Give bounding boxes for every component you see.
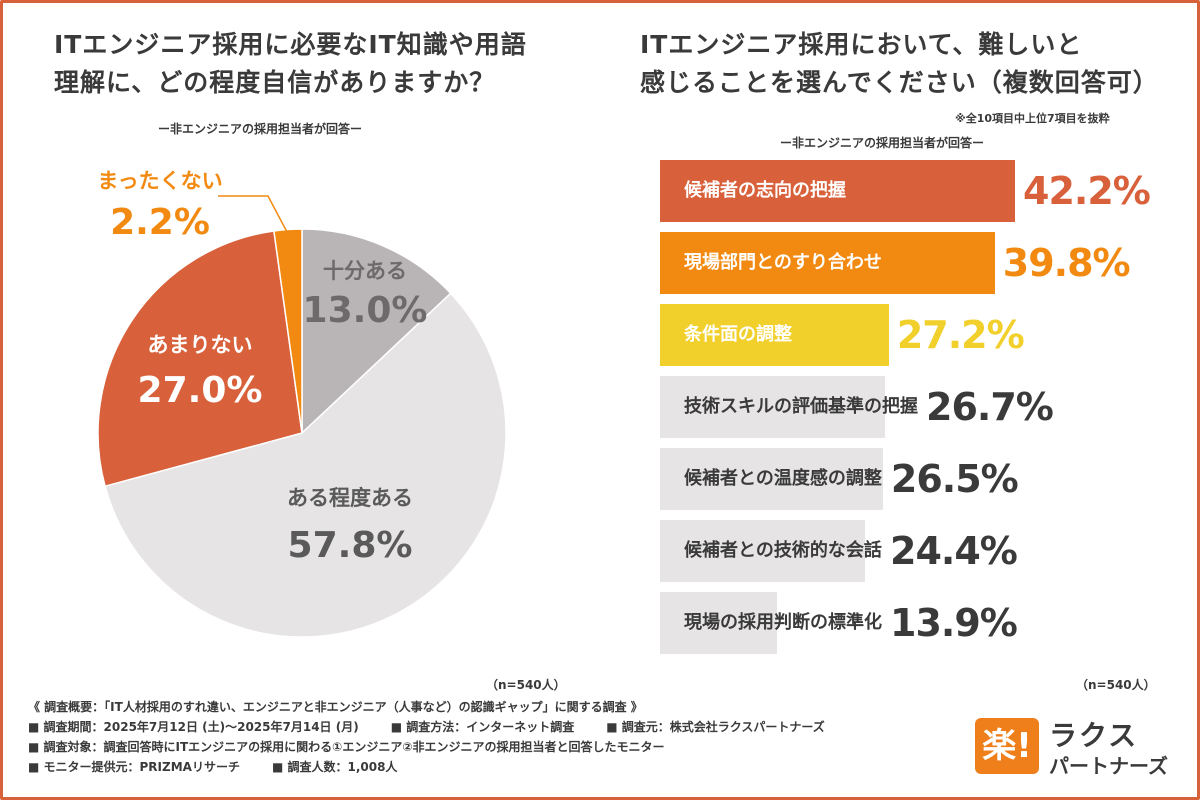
bar-row: 候補者の志向の把握 42.2%	[660, 160, 1180, 222]
bar-label-0: 候補者の志向の把握	[684, 180, 846, 201]
pie-value-1: 57.8%	[288, 525, 413, 566]
bar-1	[660, 232, 995, 294]
bar-value-1: 39.8%	[1002, 241, 1131, 285]
bar-row: 候補者との温度感の調整 26.5%	[660, 448, 1180, 510]
pie-label-3: まったくない	[97, 169, 222, 193]
survey-overview-title: 《 調査概要：「IT人材採用のすれ違い、エンジニアと非エンジニア（人事など）の認…	[28, 700, 643, 714]
bar-5	[660, 520, 866, 582]
bar-row: 条件面の調整 27.2%	[660, 304, 1180, 366]
rakus-partners-logo: 楽! ラクス パートナーズ	[975, 716, 1185, 780]
survey-period: ■ 調査期間：2025年7月12日 (土)〜2025年7月14日 (月)	[28, 720, 359, 734]
bar-label-4: 候補者との温度感の調整	[684, 468, 882, 489]
survey-count: ■ 調査人数：1,008人	[271, 760, 398, 774]
pie-label-0: 十分ある	[323, 259, 407, 283]
bar-value-5: 24.4%	[890, 529, 1018, 573]
pie-value-0: 13.0%	[303, 290, 428, 331]
bar-title-line-1: ITエンジニア採用において、難しいと	[640, 30, 1083, 59]
bar-value-6: 13.9%	[890, 601, 1018, 645]
bar-2	[660, 304, 889, 366]
bar-chart-note: ※全10項目中上位7項目を抜粋	[955, 112, 1110, 125]
survey-target: ■ 調査対象：調査回答時にITエンジニアの採用に関わる①エンジニア②非エンジニア…	[28, 740, 665, 754]
pie-title-line-1: ITエンジニア採用に必要なIT知識や用語	[54, 30, 527, 59]
pie-chart: 十分ある 13.0% ある程度ある 57.8% あまりない 27.0% まったくない 2.2%	[97, 169, 507, 638]
bar-row: 技術スキルの評価基準の把握 26.7%	[660, 376, 1180, 438]
pie-value-2: 27.0%	[138, 370, 263, 411]
pie-label-2: あまりない	[148, 333, 253, 357]
bar-row: 現場の採用判断の標準化 13.9%	[660, 592, 1180, 654]
survey-line-4: ■ モニター提供元：PRIZMAリサーチ ■ 調査人数：1,008人	[28, 757, 968, 777]
pie-slice-0	[301, 228, 452, 435]
pie-chart-title: ITエンジニア採用に必要なIT知識や用語 理解に、どの程度自信がありますか？	[54, 26, 527, 102]
bar-row: 現場部門とのすり合わせ 39.8%	[660, 232, 1180, 294]
bar-3	[660, 376, 885, 438]
logo-mark: 楽!	[975, 718, 1039, 774]
bar-chart-title: ITエンジニア採用において、難しいと 感じることを選んでください（複数回答可）	[640, 26, 1159, 102]
bar-label-3: 技術スキルの評価基準の把握	[684, 396, 918, 417]
bar-value-0: 42.2%	[1023, 169, 1151, 213]
pie-leader-line	[218, 195, 288, 233]
bar-value-4: 26.5%	[890, 457, 1019, 501]
survey-line-2: ■ 調査期間：2025年7月12日 (土)〜2025年7月14日 (月) ■ 調査…	[28, 717, 968, 737]
bar-label-5: 候補者との技術的な会話	[684, 540, 882, 561]
bar-row: 候補者との技術的な会話 24.4%	[660, 520, 1180, 582]
bar-6	[660, 592, 777, 654]
bar-label-1: 現場部門とのすり合わせ	[684, 252, 882, 273]
bar-chart-subtitle: ー非エンジニアの採用担当者が回答ー	[780, 136, 985, 150]
survey-overview: 《 調査概要：「IT人材採用のすれ違い、エンジニアと非エンジニア（人事など）の認…	[28, 697, 968, 777]
pie-value-3: 2.2%	[110, 202, 210, 243]
survey-method: ■ 調査方法：インターネット調査	[390, 720, 575, 734]
pie-label-1: ある程度ある	[287, 486, 413, 510]
bar-label-2: 条件面の調整	[684, 324, 792, 345]
survey-provider: ■ モニター提供元：PRIZMAリサーチ	[28, 760, 240, 774]
logo-subname: パートナーズ	[1049, 754, 1168, 778]
pie-chart-subtitle: ー非エンジニアの採用担当者が回答ー	[158, 122, 363, 136]
bar-n-label: （n=540人）	[1076, 678, 1156, 692]
bar-title-line-2: 感じることを選んでください（複数回答可）	[640, 68, 1159, 97]
pie-slice-2	[97, 230, 303, 488]
survey-organizer: ■ 調査元：株式会社ラクスパートナーズ	[606, 720, 825, 734]
logo-name: ラクス	[1049, 719, 1139, 752]
bar-4	[660, 448, 883, 510]
pie-slice-3	[273, 228, 303, 434]
bar-value-2: 27.2%	[896, 313, 1025, 357]
bar-0	[660, 160, 1015, 222]
bar-label-6: 現場の採用判断の標準化	[684, 612, 882, 633]
pie-slice-1	[104, 292, 507, 638]
bar-value-3: 26.7%	[926, 385, 1054, 429]
pie-title-line-2: 理解に、どの程度自信がありますか？	[54, 68, 496, 97]
pie-n-label: （n=540人）	[486, 678, 566, 692]
